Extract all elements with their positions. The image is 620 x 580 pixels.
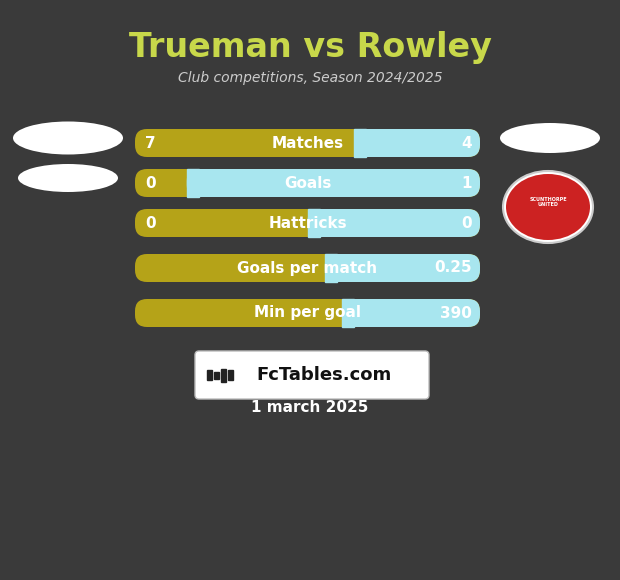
Text: 0: 0 [145, 176, 156, 190]
Text: Club competitions, Season 2024/2025: Club competitions, Season 2024/2025 [178, 71, 442, 85]
Text: 1 march 2025: 1 march 2025 [251, 401, 369, 415]
Ellipse shape [18, 164, 118, 192]
Text: Trueman vs Rowley: Trueman vs Rowley [128, 31, 492, 64]
FancyBboxPatch shape [325, 254, 480, 282]
FancyBboxPatch shape [342, 299, 480, 327]
Bar [308, 209, 319, 237]
Text: Matches: Matches [272, 136, 343, 150]
Text: 7: 7 [145, 136, 156, 150]
Text: 4: 4 [461, 136, 472, 150]
Text: 1: 1 [461, 176, 472, 190]
FancyBboxPatch shape [135, 299, 480, 327]
Bar [355, 129, 366, 157]
Ellipse shape [13, 121, 123, 154]
FancyBboxPatch shape [195, 351, 429, 399]
Bar [207, 370, 212, 380]
FancyBboxPatch shape [135, 169, 480, 197]
Text: Hattricks: Hattricks [268, 216, 347, 230]
Bar [221, 368, 226, 382]
Text: Goals: Goals [284, 176, 331, 190]
Bar [228, 370, 233, 380]
Ellipse shape [503, 171, 593, 243]
Ellipse shape [500, 123, 600, 153]
Bar [214, 372, 219, 379]
Text: FcTables.com: FcTables.com [257, 366, 392, 384]
Bar [187, 169, 199, 197]
FancyBboxPatch shape [135, 129, 480, 157]
Text: 0: 0 [461, 216, 472, 230]
Text: 0: 0 [145, 216, 156, 230]
Bar [325, 254, 337, 282]
Text: Min per goal: Min per goal [254, 306, 361, 321]
FancyBboxPatch shape [187, 169, 480, 197]
FancyBboxPatch shape [308, 209, 480, 237]
FancyBboxPatch shape [135, 254, 480, 282]
Text: SCUNTHORPE
UNITED: SCUNTHORPE UNITED [529, 197, 567, 208]
FancyBboxPatch shape [135, 209, 480, 237]
FancyBboxPatch shape [355, 129, 480, 157]
Bar [342, 299, 354, 327]
Text: 390: 390 [440, 306, 472, 321]
Text: 0.25: 0.25 [435, 260, 472, 276]
Text: Goals per match: Goals per match [237, 260, 378, 276]
Ellipse shape [506, 174, 590, 240]
